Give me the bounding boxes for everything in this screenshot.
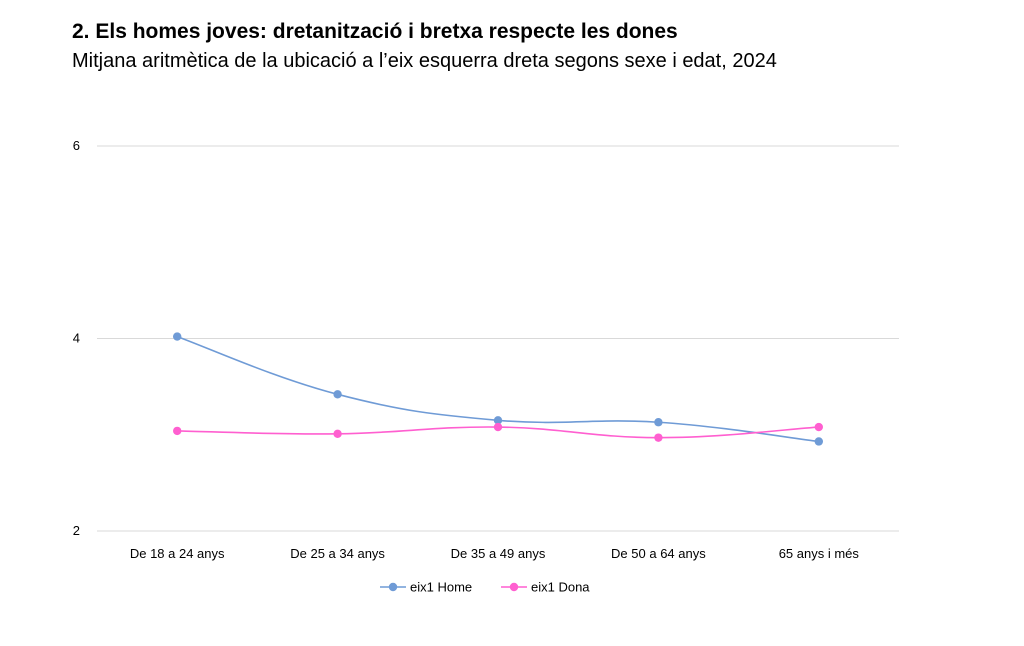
data-point [333,390,342,399]
y-tick-label: 6 [73,138,80,153]
data-point [814,437,823,446]
data-point [814,422,823,432]
legend-label: eix1 Home [410,580,472,595]
data-point [173,332,182,341]
x-tick-label: De 18 a 24 anys [130,546,225,561]
y-tick-label: 4 [73,331,80,346]
data-point [493,422,503,432]
legend-marker [388,582,398,592]
x-tick-label: De 50 a 64 anys [611,546,706,561]
x-tick-label: De 25 a 34 anys [290,546,385,561]
data-point [173,426,182,436]
data-point [654,418,663,427]
x-tick-label: De 35 a 49 anys [451,546,546,561]
y-tick-label: 2 [73,523,80,538]
legend-label: eix1 Dona [531,580,590,595]
data-point [654,433,663,442]
chart-title: 2. Els homes joves: dretanització i bret… [72,20,678,43]
data-point [493,416,503,425]
chart-subtitle: Mitjana aritmètica de la ubicació a l’ei… [72,50,777,72]
legend-marker [509,582,519,592]
x-tick-label: 65 anys i més [779,546,860,561]
data-point [333,429,342,438]
